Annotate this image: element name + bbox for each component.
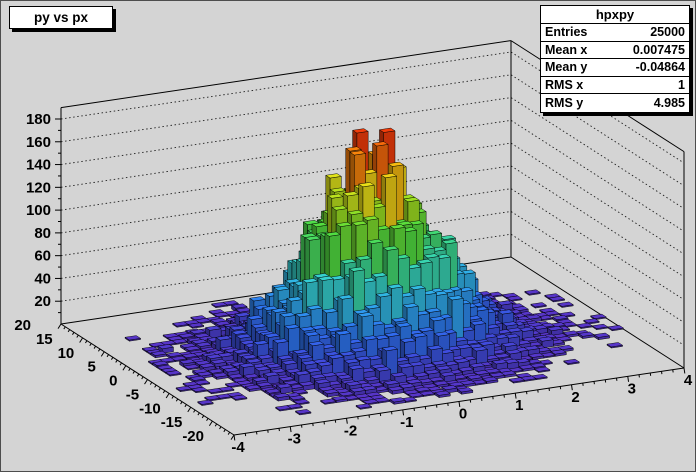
y-tick-label: -10 [139, 400, 161, 417]
y-tick-label: -20 [182, 428, 204, 445]
y-tick-label: -5 [126, 386, 139, 403]
x-tick-label: 2 [571, 389, 579, 406]
stat-label: Mean x [545, 42, 588, 57]
stat-value: 4.985 [653, 96, 685, 111]
z-tick-label: 160 [26, 134, 51, 151]
x-tick-label: -1 [400, 414, 413, 431]
stats-row-entries: Entries 25000 [541, 24, 689, 42]
title-box[interactable]: py vs px [9, 6, 113, 29]
y-axis-labels: 20 15 10 50 -5-10-15-20 [14, 317, 204, 445]
x-tick-label: -2 [344, 422, 357, 439]
stats-box[interactable]: hpxpy Entries 25000 Mean x 0.007475 Mean… [540, 5, 690, 113]
stats-row-rms-x: RMS x 1 [541, 77, 689, 95]
z-tick-label: 100 [26, 202, 51, 219]
x-tick-label: 1 [515, 397, 523, 414]
y-tick-label: 20 [14, 317, 31, 334]
lego-bars [124, 127, 624, 416]
y-tick-label: 10 [58, 345, 75, 362]
x-axis-ticks [233, 367, 686, 441]
stat-label: RMS x [545, 78, 584, 93]
y-tick-label: 15 [36, 331, 53, 348]
stats-row-mean-y: Mean y -0.04864 [541, 59, 689, 77]
stat-label: Entries [545, 25, 588, 40]
stat-value: -0.04864 [635, 60, 685, 75]
z-tick-label: 40 [34, 270, 51, 287]
x-tick-label: -3 [288, 431, 301, 448]
stats-title: hpxpy [541, 6, 689, 24]
stat-label: RMS y [545, 96, 584, 111]
z-axis-labels: 20 40 60 80 100 120 140 160 180 [26, 111, 51, 310]
plot-title: py vs px [33, 10, 89, 25]
z-tick-label: 60 [34, 248, 51, 265]
stat-label: Mean y [545, 60, 588, 75]
z-tick-label: 20 [34, 293, 51, 310]
z-tick-label: 120 [26, 179, 51, 196]
x-axis-labels: -4 -3 -2 -1 0 1 2 3 4 [231, 372, 693, 456]
x-tick-label: 4 [684, 372, 693, 389]
y-tick-label: 0 [109, 373, 117, 390]
x-tick-label: -4 [231, 439, 245, 456]
stats-row-rms-y: RMS y 4.985 [541, 94, 689, 112]
z-tick-label: 180 [26, 111, 51, 128]
z-axis-ticks [55, 118, 61, 314]
stat-value: 1 [678, 78, 685, 93]
stat-value: 0.007475 [632, 42, 685, 57]
y-tick-label: 5 [88, 359, 96, 376]
y-tick-label: -15 [161, 414, 183, 431]
x-tick-label: 3 [628, 380, 636, 397]
stats-row-mean-x: Mean x 0.007475 [541, 42, 689, 60]
y-axis-ticks [57, 323, 235, 440]
z-tick-label: 140 [26, 157, 51, 174]
stat-value: 25000 [650, 25, 685, 40]
x-tick-label: 0 [459, 406, 467, 423]
z-tick-label: 80 [34, 225, 51, 242]
